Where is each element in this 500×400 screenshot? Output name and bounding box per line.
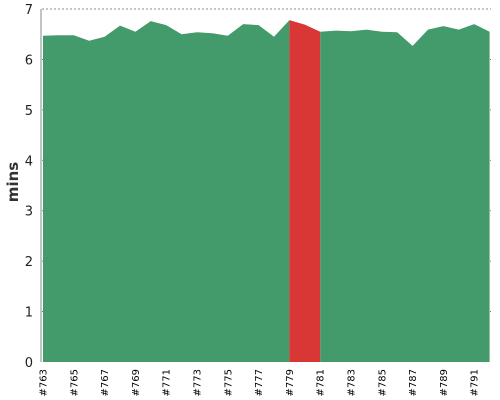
x-tick-label: #763 [39, 369, 50, 396]
x-tick-label: #777 [254, 369, 265, 396]
x-tick-label: #773 [193, 369, 204, 396]
x-tick-label: #769 [131, 369, 142, 396]
area-segment-highlight [289, 20, 321, 362]
x-tick-label: #791 [470, 369, 481, 396]
y-tick-label: 4 [25, 154, 33, 169]
x-tick-labels: #763 #765 #767 #769 #771 #773 #775 #777 #779 #781… [39, 369, 481, 396]
x-tick-label: #781 [316, 369, 327, 396]
x-tick-label: #765 [69, 369, 80, 396]
x-tick-label: #779 [285, 369, 296, 396]
y-axis-label: mins [4, 162, 22, 202]
area-segment-normal [43, 20, 290, 362]
y-tick-label: 0 [25, 356, 33, 371]
x-tick-label: #787 [408, 369, 419, 396]
y-tick-label: 5 [25, 104, 33, 119]
area-series [43, 20, 490, 362]
x-tick-label: #783 [347, 369, 358, 396]
y-tick-label: 7 [25, 3, 33, 18]
y-tick-labels: 0 1 2 3 4 5 6 7 [25, 3, 33, 371]
x-tick-label: #789 [439, 369, 450, 396]
y-tick-label: 6 [25, 53, 33, 68]
y-tick-label: 2 [25, 255, 33, 270]
x-tick-label: #785 [377, 369, 388, 396]
y-tick-label: 1 [25, 306, 33, 321]
y-tick-label: 3 [25, 205, 33, 220]
x-tick-label: #767 [100, 369, 111, 396]
area-segment-normal [320, 24, 490, 362]
x-tick-label: #775 [223, 369, 234, 396]
x-tick-label: #771 [162, 369, 173, 396]
